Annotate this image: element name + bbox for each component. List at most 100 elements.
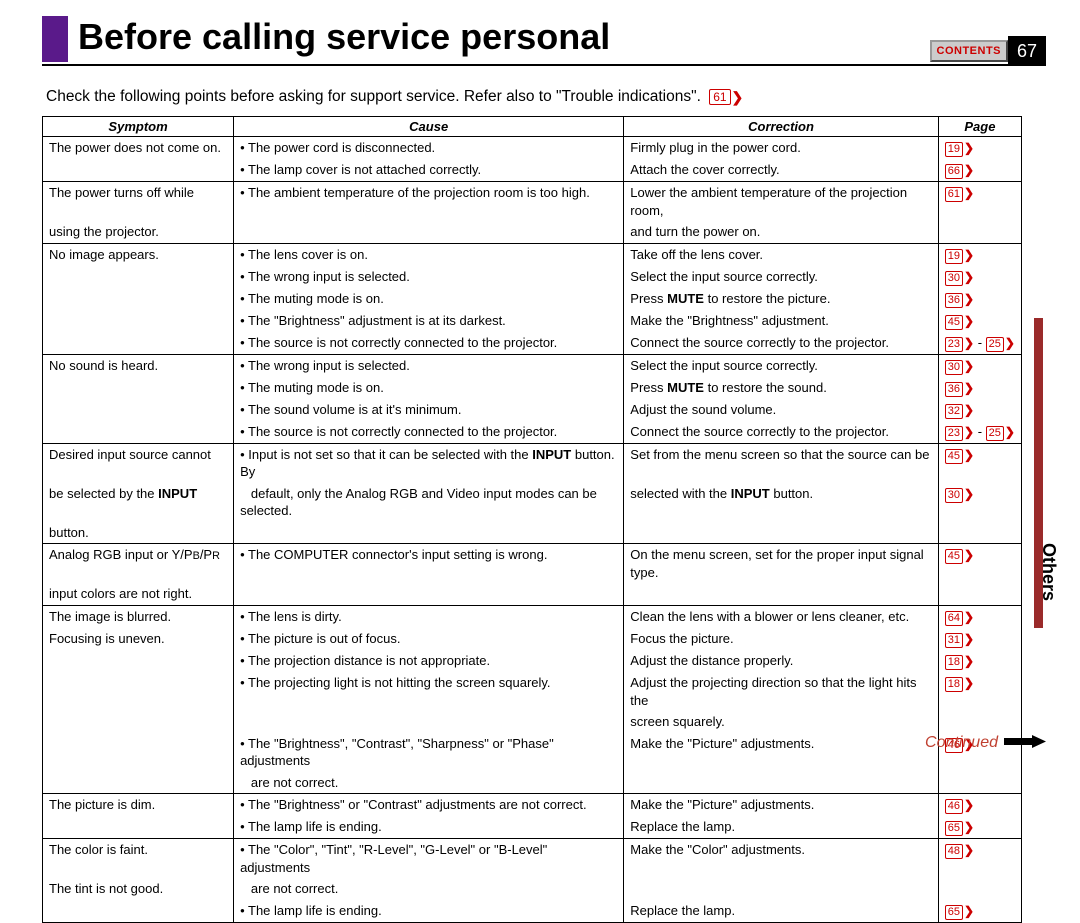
page-ref-cell[interactable]: 46❯	[938, 794, 1021, 817]
page-ref-cell[interactable]: 36❯	[938, 377, 1021, 399]
symptom-cell: be selected by the INPUT	[43, 483, 234, 522]
symptom-cell: button.	[43, 522, 234, 544]
correction-cell: Clean the lens with a blower or lens cle…	[624, 606, 939, 629]
page-ref-cell[interactable]: 65❯	[938, 816, 1021, 839]
page-header: Before calling service personal CONTENTS…	[0, 20, 1080, 70]
cause-cell: • The lens cover is on.	[234, 243, 624, 266]
symptom-cell: The power turns off while	[43, 182, 234, 222]
page-ref-cell[interactable]: 19❯	[938, 243, 1021, 266]
troubleshoot-table-wrap: SymptomCauseCorrectionPage The power doe…	[42, 116, 1022, 923]
table-row: No sound is heard.• The wrong input is s…	[43, 354, 1022, 377]
page-ref-cell[interactable]: 65❯	[938, 900, 1021, 923]
symptom-cell: The tint is not good.	[43, 878, 234, 900]
cause-cell: • The lens is dirty.	[234, 606, 624, 629]
correction-cell	[624, 772, 939, 794]
table-row: The power does not come on.• The power c…	[43, 137, 1022, 160]
correction-cell: Focus the picture.	[624, 628, 939, 650]
cause-cell: • The source is not correctly connected …	[234, 421, 624, 444]
correction-cell	[624, 878, 939, 900]
page-ref-cell[interactable]: 18❯	[938, 672, 1021, 711]
correction-cell: Press MUTE to restore the sound.	[624, 377, 939, 399]
table-row: The picture is dim.• The "Brightness" or…	[43, 794, 1022, 817]
cause-cell: • The lamp life is ending.	[234, 816, 624, 839]
correction-cell: Replace the lamp.	[624, 900, 939, 923]
cause-cell: • The muting mode is on.	[234, 377, 624, 399]
correction-cell: Make the "Picture" adjustments.	[624, 733, 939, 772]
page-ref-cell[interactable]: 18❯	[938, 650, 1021, 672]
symptom-cell	[43, 288, 234, 310]
cause-cell: • The COMPUTER connector's input setting…	[234, 544, 624, 584]
cause-cell: • The muting mode is on.	[234, 288, 624, 310]
table-row: • The lamp cover is not attached correct…	[43, 159, 1022, 182]
page-ref-cell[interactable]: 36❯	[938, 288, 1021, 310]
page-ref-cell	[938, 583, 1021, 605]
correction-cell: Select the input source correctly.	[624, 354, 939, 377]
table-row: The power turns off while• The ambient t…	[43, 182, 1022, 222]
page-title: Before calling service personal	[78, 16, 610, 58]
contents-button[interactable]: CONTENTS	[930, 40, 1009, 62]
correction-cell: selected with the INPUT button.	[624, 483, 939, 522]
page-ref-cell[interactable]: 23❯ - 25❯	[938, 332, 1021, 355]
page-ref-cell[interactable]: 31❯	[938, 628, 1021, 650]
page-ref-cell	[938, 522, 1021, 544]
correction-cell: Replace the lamp.	[624, 816, 939, 839]
cause-cell: • Input is not set so that it can be sel…	[234, 443, 624, 483]
page-ref-cell[interactable]: 64❯	[938, 606, 1021, 629]
symptom-cell	[43, 733, 234, 772]
page-ref-cell	[938, 878, 1021, 900]
table-row: be selected by the INPUT default, only t…	[43, 483, 1022, 522]
table-row: • The wrong input is selected.Select the…	[43, 266, 1022, 288]
table-row: • The muting mode is on.Press MUTE to re…	[43, 377, 1022, 399]
table-row: The image is blurred.• The lens is dirty…	[43, 606, 1022, 629]
symptom-cell	[43, 711, 234, 733]
cause-cell: • The sound volume is at it's minimum.	[234, 399, 624, 421]
symptom-cell	[43, 266, 234, 288]
table-row: • The lamp life is ending.Replace the la…	[43, 816, 1022, 839]
title-underline	[42, 64, 1046, 66]
page-ref-cell[interactable]: 30❯	[938, 354, 1021, 377]
table-row: • The "Brightness", "Contrast", "Sharpne…	[43, 733, 1022, 772]
cause-cell: • The "Brightness", "Contrast", "Sharpne…	[234, 733, 624, 772]
continued-arrow-icon	[1004, 735, 1046, 748]
cause-cell: default, only the Analog RGB and Video i…	[234, 483, 624, 522]
table-row: • The source is not correctly connected …	[43, 421, 1022, 444]
correction-cell: Make the "Brightness" adjustment.	[624, 310, 939, 332]
symptom-cell: The picture is dim.	[43, 794, 234, 817]
symptom-cell: Analog RGB input or Y/PB/PR	[43, 544, 234, 584]
table-row: • The sound volume is at it's minimum.Ad…	[43, 399, 1022, 421]
symptom-cell	[43, 332, 234, 355]
table-row: No image appears.• The lens cover is on.…	[43, 243, 1022, 266]
cause-cell: • The projecting light is not hitting th…	[234, 672, 624, 711]
column-header: Correction	[624, 117, 939, 137]
correction-cell: screen squarely.	[624, 711, 939, 733]
correction-cell: Connect the source correctly to the proj…	[624, 332, 939, 355]
correction-cell: Take off the lens cover.	[624, 243, 939, 266]
symptom-cell: input colors are not right.	[43, 583, 234, 605]
page-ref-cell[interactable]: 30❯	[938, 483, 1021, 522]
page-ref-cell[interactable]: 61❯	[938, 182, 1021, 222]
table-row: input colors are not right.	[43, 583, 1022, 605]
page-ref-cell[interactable]: 23❯ - 25❯	[938, 421, 1021, 444]
page-ref-cell[interactable]: 48❯	[938, 839, 1021, 879]
table-row: Analog RGB input or Y/PB/PR• The COMPUTE…	[43, 544, 1022, 584]
correction-cell: On the menu screen, set for the proper i…	[624, 544, 939, 584]
correction-cell: Select the input source correctly.	[624, 266, 939, 288]
cause-cell	[234, 522, 624, 544]
page-ref-cell[interactable]: 30❯	[938, 266, 1021, 288]
page-ref-cell[interactable]: 45❯	[938, 310, 1021, 332]
page-ref-cell[interactable]: 66❯	[938, 159, 1021, 182]
page-ref-cell[interactable]: 32❯	[938, 399, 1021, 421]
page-ref-link[interactable]: 61❯	[709, 89, 743, 106]
page-ref-cell[interactable]: 45❯	[938, 443, 1021, 483]
troubleshoot-table: SymptomCauseCorrectionPage The power doe…	[42, 116, 1022, 923]
cause-cell: • The power cord is disconnected.	[234, 137, 624, 160]
correction-cell: Connect the source correctly to the proj…	[624, 421, 939, 444]
cause-cell: are not correct.	[234, 878, 624, 900]
page-ref-cell[interactable]: 19❯	[938, 137, 1021, 160]
page-ref-cell[interactable]: 45❯	[938, 544, 1021, 584]
correction-cell: Lower the ambient temperature of the pro…	[624, 182, 939, 222]
table-row: Focusing is uneven.• The picture is out …	[43, 628, 1022, 650]
correction-cell: Adjust the distance properly.	[624, 650, 939, 672]
intro-text: Check the following points before asking…	[46, 88, 743, 106]
table-row: • The muting mode is on.Press MUTE to re…	[43, 288, 1022, 310]
